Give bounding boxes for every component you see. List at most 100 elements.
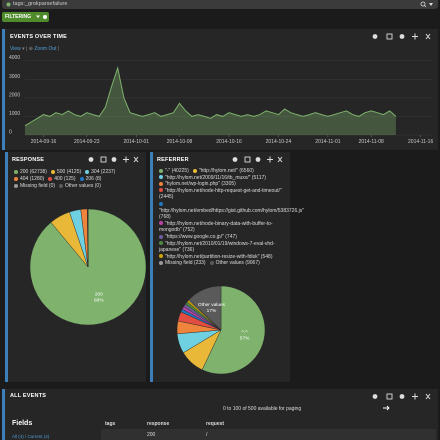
area <box>25 68 396 135</box>
panel-title: RESPONSE <box>12 157 45 163</box>
legend-label: Missing field (233) <box>165 260 206 267</box>
legend-label: "-" (40225) <box>165 168 189 174</box>
legend: "-" (40225) "http://hylom.net/" (6560)"ht… <box>159 168 304 267</box>
table-header: tags <box>105 421 116 427</box>
legend-item: "http://hylom.net/" (6560) <box>192 168 254 175</box>
x-tick-label: 2014-10-01 <box>123 139 149 145</box>
table-header: response <box>147 421 170 427</box>
legend-label: "http://hylom.net/node-http-request-get-… <box>159 187 282 201</box>
fields-title: Fields <box>12 420 33 427</box>
legend-label: "http://hylom.net/partition-resize-with-… <box>165 253 273 260</box>
legend-label: Missing field (0) <box>20 183 56 189</box>
legend-swatch <box>159 221 163 226</box>
legend-item: Missing field (233) <box>159 260 206 267</box>
legend-swatch <box>48 176 53 181</box>
next-page[interactable] <box>383 405 391 411</box>
slice-label: Other values <box>198 302 226 308</box>
x-tick-label: 2014-11-16 <box>408 139 433 145</box>
y-tick-label: 1000 <box>9 111 20 117</box>
chart-controls: View ▾ | ⊕ Zoom Out | <box>10 46 60 52</box>
table-cell: 200 <box>147 432 156 438</box>
table-header: request <box>206 421 225 427</box>
response-panel: RESPONSE 200 (62738) 500 (4125) 304 (2237)… <box>5 152 146 382</box>
legend-label: 500 (4125) <box>56 169 82 175</box>
legend-label: "http://hylom.net/2009/11/16/tb_muxx/" (… <box>165 174 266 181</box>
legend-item: "hylom.net/wp-login.php" (3305) <box>159 181 236 188</box>
legend-swatch <box>159 241 163 246</box>
legend-item: 404 (1280) <box>14 176 44 183</box>
panel-icons[interactable] <box>232 156 284 163</box>
slice-label: 88% <box>94 297 104 303</box>
legend-label: 400 (125) <box>54 176 76 182</box>
view-button[interactable]: View <box>10 46 21 52</box>
table-row[interactable] <box>101 429 436 440</box>
panel-icons[interactable] <box>372 33 432 40</box>
filter-tab-icons <box>36 15 47 19</box>
legend-swatch <box>14 169 18 174</box>
slice-label: 57% <box>240 336 250 342</box>
y-tick-label: 0 <box>9 130 12 136</box>
legend-item: "http://hylom.net/2010/01/19/windows-7-e… <box>159 241 283 254</box>
filter-tab-label: FILTERING <box>5 14 32 20</box>
panel-title: REFERRER <box>157 157 189 163</box>
legend-swatch <box>85 169 90 174</box>
x-tick-label: 2014-10-08 <box>167 139 193 145</box>
legend-item: "-" (40225) <box>159 168 189 175</box>
legend-swatch <box>14 183 18 188</box>
legend-label: 206 (8) <box>85 176 102 182</box>
legend-label: 404 (1280) <box>20 176 45 182</box>
legend-swatch <box>209 260 214 265</box>
x-tick-label: 2014-10-16 <box>216 139 242 145</box>
legend-item: "http://hylom.net/2009/11/16/tb_muxx/" (… <box>159 175 266 182</box>
paging-info: 0 to 100 of 500 available for paging <box>223 406 302 412</box>
y-tick-label: 2000 <box>9 92 20 98</box>
slice-label: 17% <box>207 308 217 314</box>
line <box>24 66 397 127</box>
slice-label: ^-^ <box>242 330 249 336</box>
legend-item: "https://www.google.co.jp/" (747) <box>159 234 237 241</box>
panel-icons[interactable] <box>88 156 140 163</box>
events-panel: EVENTS OVER TIME View ▾ | ⊕ Zoom Out | 0… <box>2 29 438 150</box>
legend-swatch <box>50 169 55 174</box>
legend-swatch <box>14 176 18 181</box>
legend-item: Other values (9067) <box>209 260 260 267</box>
legend-item: 500 (4125) <box>50 169 82 176</box>
search-bar[interactable]: tags:_grokparsefailure <box>2 0 438 9</box>
legend-swatch <box>159 181 163 186</box>
legend-item: "http://hylom.net/node-binary-data-with-… <box>159 221 283 234</box>
legend-swatch <box>79 176 84 181</box>
legend-label: "hylom.net/wp-login.php" (3305) <box>165 181 236 188</box>
y-tick-label: 3000 <box>9 74 20 80</box>
legend: 200 (62738) 500 (4125) 304 (2237) 404 (1280… <box>14 169 144 190</box>
slice-label: 200 <box>95 291 103 297</box>
legend-item: 206 (8) <box>79 176 102 183</box>
legend-item: Other values (0) <box>59 183 101 190</box>
query-dot <box>6 2 11 7</box>
legend-swatch <box>59 183 64 188</box>
x-tick-label: 2014-09-23 <box>74 139 100 145</box>
legend-swatch <box>159 175 163 180</box>
pie-slice <box>201 285 266 375</box>
filter-tab[interactable]: FILTERING <box>2 12 49 22</box>
panel-icons[interactable] <box>372 393 432 400</box>
fields-filter[interactable]: All (4) / Current (4) <box>12 434 50 439</box>
legend-label: 200 (62738) <box>20 169 47 175</box>
legend-item: "http://hylom.net/embed/https://gist.git… <box>159 201 304 221</box>
legend-swatch <box>159 201 163 206</box>
legend-swatch <box>192 168 197 173</box>
events-table: tags response request 200 / <box>5 389 440 440</box>
x-tick-label: 2014-09-16 <box>31 139 57 145</box>
x-tick-label: 2014-10-24 <box>266 139 292 145</box>
zoom-out-button[interactable]: Zoom Out <box>34 46 57 52</box>
x-tick-label: 2014-11-08 <box>359 139 384 145</box>
legend-label: "https://www.google.co.jp/" (747) <box>165 233 237 240</box>
search-icons[interactable] <box>420 1 434 8</box>
panel-title: EVENTS OVER TIME <box>10 34 67 40</box>
legend-label: Other values (9067) <box>215 260 260 267</box>
pie-slice <box>188 285 222 331</box>
events-chart: 0 1000 2000 3000 4000 2014-09-16 2014-09-23 201… <box>9 55 433 145</box>
legend-swatch <box>159 254 163 259</box>
legend-swatch <box>159 168 163 173</box>
